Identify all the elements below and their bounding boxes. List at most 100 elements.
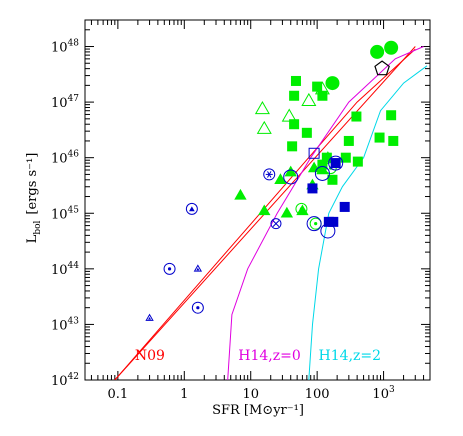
x-tick-label-text: 1 [180,387,188,402]
y-axis-title-units: [ergs s⁻¹] [25,153,40,215]
point-shape [320,223,336,239]
model-curve [114,48,416,380]
point-shape [191,301,204,314]
svg-text:Lbol[ergs s⁻¹]: Lbol [ergs s⁻¹] [25,153,43,244]
point-shape [306,216,322,232]
point-shape-inner [189,206,195,212]
data-point [191,301,204,314]
data-point [307,183,318,194]
y-axis-title: Lbol [ergs s⁻¹] [25,153,43,244]
data-point [263,168,276,181]
x-tick-label-sup: 3 [389,385,395,395]
data-point [307,161,321,173]
data-point [287,141,298,152]
point-shape [340,152,351,163]
data-point [185,202,198,215]
point-shape [352,156,363,167]
data-point [340,152,351,163]
plot-frame [84,19,431,381]
data-point [193,264,203,272]
model-curve [308,65,428,380]
data-point [281,108,297,122]
data-point [314,165,330,181]
data-point [163,262,176,275]
curve-label: N09 [135,348,165,364]
point-shape-inner [167,267,172,271]
point-shape [374,60,390,76]
point-shape [370,44,385,59]
data-point [351,111,362,122]
data-points [145,40,399,321]
point-shape [193,264,203,272]
data-point [290,75,301,86]
data-point [295,202,308,215]
point-shape [254,101,270,115]
point-shape-inner [196,267,200,271]
model-curve [227,46,424,380]
point-shape [351,111,362,122]
data-point [234,188,247,200]
point-shape [263,168,276,181]
point-shape [284,165,297,177]
data-point [312,81,323,92]
point-shape [386,110,397,121]
point-shape [388,135,399,146]
y-tick-label-sup: 42 [68,372,79,382]
y-tick-label: 1044 [51,261,79,278]
data-point [370,44,385,59]
y-tick-label-sup: 46 [68,150,80,160]
point-shape [295,202,308,215]
y-tick-label: 1042 [51,372,79,389]
y-tick-label-base: 10 [51,318,68,333]
point-shape [314,81,330,95]
data-point [308,147,320,159]
x-axis-title: SFR [M⊙yr⁻¹] [212,403,304,418]
x-tick-label: 1 [180,387,188,402]
y-tick-label-base: 10 [51,374,68,389]
y-tick-label-sup: 48 [68,39,80,49]
data-point [258,204,271,216]
point-shape [289,119,300,130]
point-shape [145,313,154,321]
x-tick-label: 0.1 [108,387,129,402]
data-point [284,165,297,177]
point-shape [270,218,282,230]
curve-label: H14,z=2 [319,348,382,364]
data-point [270,218,282,230]
data-point [314,81,330,95]
data-point [306,216,322,232]
y-tick-label-base: 10 [51,41,68,56]
y-tick-label-base: 10 [51,263,68,278]
data-point [320,223,336,239]
point-shape [339,201,350,212]
point-shape [274,173,287,185]
x-tick-label: 100 [305,387,330,402]
point-shape [307,183,318,194]
data-point [339,201,350,212]
model-curves [114,46,428,380]
point-shape [327,174,338,185]
y-axis-title-main: L [25,234,40,243]
x-axis-title-text: SFR [M⊙yr⁻¹] [212,403,304,418]
data-point [283,169,299,185]
point-shape [374,132,385,143]
x-tick-label-text: 0.1 [108,387,129,402]
data-point [317,90,328,101]
point-shape [163,262,176,275]
point-shape-inner [314,222,318,226]
data-point [352,156,363,167]
y-tick-label-sup: 47 [68,94,80,104]
y-tick-label-base: 10 [51,207,68,222]
data-point [384,40,399,55]
data-point [325,76,340,91]
y-tick-label-base: 10 [51,96,68,111]
point-shape [283,169,299,185]
data-point [145,313,154,321]
point-shape [281,108,297,122]
data-point [374,132,385,143]
data-point [254,101,270,115]
data-point [289,90,300,101]
point-shape [384,40,399,55]
point-shape [343,135,354,146]
